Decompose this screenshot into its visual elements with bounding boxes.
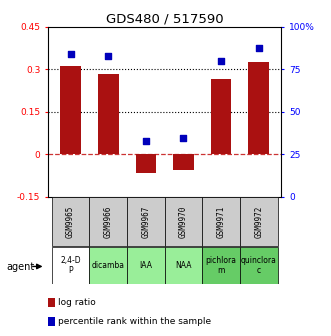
Point (218, 58, 224, 64)
Text: agent: agent (7, 262, 35, 272)
Bar (52, 197, 89, 247)
Bar (127, 247, 165, 284)
Bar (127, 197, 165, 247)
Text: GSM9971: GSM9971 (216, 206, 226, 238)
Bar (173, 154, 194, 170)
Point (106, 53, 111, 58)
Text: GSM9966: GSM9966 (104, 206, 113, 238)
Point (68, 51, 73, 57)
Text: log ratio: log ratio (58, 298, 96, 307)
Bar (52, 247, 89, 284)
Text: dicamba: dicamba (92, 261, 125, 270)
Text: GSM9970: GSM9970 (179, 206, 188, 238)
Bar (202, 247, 240, 284)
Text: GSM9965: GSM9965 (66, 206, 75, 238)
Text: GSM9967: GSM9967 (141, 206, 150, 238)
Text: pichlora
m: pichlora m (206, 256, 237, 275)
Text: quinclora
c: quinclora c (241, 256, 277, 275)
Title: GDS480 / 517590: GDS480 / 517590 (106, 13, 223, 26)
Text: percentile rank within the sample: percentile rank within the sample (58, 317, 211, 326)
Bar (89, 247, 127, 284)
Text: 2,4-D
P: 2,4-D P (60, 256, 81, 275)
Point (143, 139, 149, 144)
Point (256, 45, 261, 51)
Bar (249, 62, 269, 154)
Bar (240, 247, 278, 284)
Bar (240, 197, 278, 247)
Bar (211, 79, 231, 154)
Bar (135, 154, 156, 172)
Bar (60, 67, 81, 154)
Text: IAA: IAA (139, 261, 152, 270)
Bar (202, 197, 240, 247)
Bar (165, 247, 202, 284)
Point (181, 135, 186, 141)
Bar (98, 74, 118, 154)
Bar (89, 197, 127, 247)
Text: GSM9972: GSM9972 (254, 206, 263, 238)
Bar (165, 197, 202, 247)
Text: NAA: NAA (175, 261, 192, 270)
